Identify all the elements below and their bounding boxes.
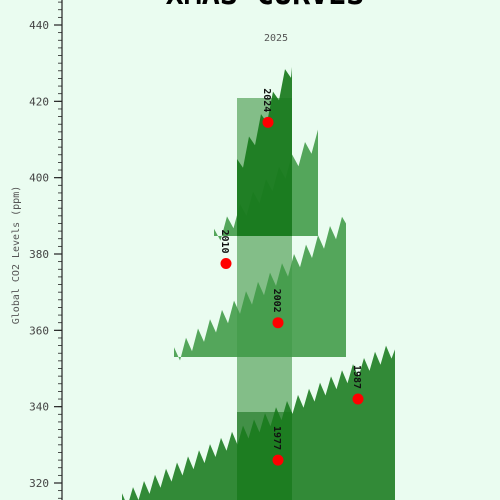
ornament-1977 — [272, 454, 284, 466]
y-tick-label: 420 — [29, 95, 49, 108]
chart-title: XMAS CURVES — [166, 0, 365, 12]
ornament-2024 — [262, 116, 274, 128]
y-tick-label: 380 — [29, 248, 49, 261]
y-tick-label: 360 — [29, 324, 49, 337]
y-tick-label: 400 — [29, 172, 49, 185]
ornament-1987 — [352, 393, 364, 405]
ornament-label-2002: 2002 — [271, 289, 282, 313]
y-axis: 320 340 360 380 400 420 440 — [29, 0, 63, 500]
y-tick-label: 320 — [29, 477, 49, 490]
y-tick-label: 340 — [29, 401, 49, 414]
tree-tier-1 — [122, 345, 395, 500]
ornament-2010 — [220, 258, 232, 270]
y-axis-label: Global CO2 Levels (ppm) — [11, 186, 22, 324]
y-tick-label: 440 — [29, 19, 49, 32]
ornament-label-1987: 1987 — [351, 365, 362, 389]
plot-area: 2024 2010 2002 1987 1977 — [122, 66, 395, 500]
top-label: 2025 — [264, 33, 288, 44]
ornament-label-2024: 2024 — [261, 88, 272, 112]
tree-tier-4 — [237, 66, 292, 236]
tree-tier-2 — [174, 216, 346, 361]
ornament-label-2010: 2010 — [219, 229, 230, 253]
ornament-2002 — [272, 317, 284, 329]
ornament-label-1977: 1977 — [271, 426, 282, 450]
